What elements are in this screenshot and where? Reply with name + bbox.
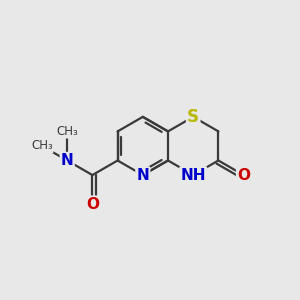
Text: N: N (136, 167, 149, 182)
Text: NH: NH (181, 167, 206, 182)
Text: CH₃: CH₃ (31, 140, 53, 152)
Text: O: O (86, 197, 99, 212)
Text: O: O (237, 168, 250, 182)
Text: S: S (187, 108, 199, 126)
Text: CH₃: CH₃ (56, 125, 78, 138)
Text: N: N (61, 153, 74, 168)
